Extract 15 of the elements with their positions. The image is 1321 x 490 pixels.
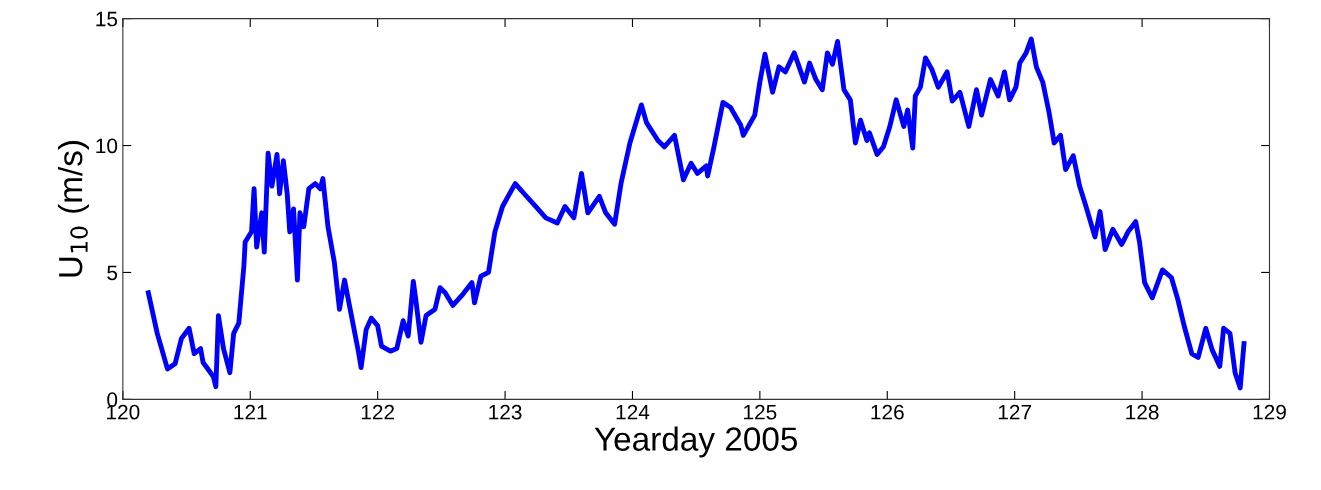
y-tick-label: 15 xyxy=(96,11,118,27)
x-tick-label: 123 xyxy=(489,404,522,420)
x-tick-label: 128 xyxy=(1126,404,1159,420)
x-tick-label: 127 xyxy=(998,404,1032,420)
x-tick-label: 122 xyxy=(361,404,394,420)
x-axis-title: Yearday 2005 xyxy=(594,426,798,458)
y-axis-title: U$_{10}$ (m/s) xyxy=(57,141,89,277)
y-tick-label: 5 xyxy=(107,265,118,281)
y-tick-label: 10 xyxy=(96,138,118,154)
x-tick-label: 125 xyxy=(744,404,777,420)
x-tick-label: 126 xyxy=(871,404,904,420)
x-tick-label: 124 xyxy=(616,404,650,420)
x-tick-label: 129 xyxy=(1253,404,1286,420)
x-tick-label: 121 xyxy=(234,404,267,420)
line-series xyxy=(145,36,1247,391)
